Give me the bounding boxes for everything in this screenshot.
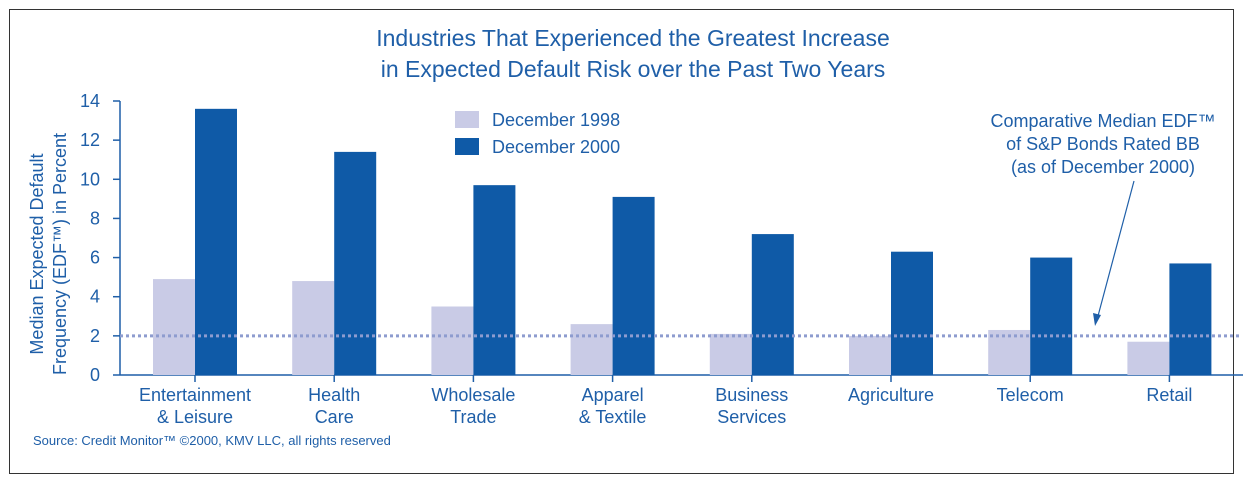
- legend-label-december-2000: December 2000: [492, 137, 620, 157]
- reference-annotation-line-1: Comparative Median EDF™: [990, 111, 1215, 131]
- bar-december-1998: [709, 333, 752, 375]
- bars: [153, 108, 1212, 375]
- bar-december-1998: [292, 281, 335, 375]
- y-axis-label-line-1: Median Expected Default: [27, 153, 47, 354]
- y-tick-label: 10: [80, 169, 100, 189]
- legend-swatch-december-1998: [455, 111, 479, 128]
- bar-december-1998: [570, 324, 613, 375]
- bar-december-2000: [1030, 257, 1073, 375]
- category-label: Trade: [450, 407, 496, 427]
- source-note: Source: Credit Monitor™ ©2000, KMV LLC, …: [33, 433, 391, 448]
- bar-december-2000: [751, 234, 794, 375]
- category-label: Entertainment: [139, 385, 251, 405]
- bar-december-1998: [849, 335, 891, 375]
- category-label: Apparel: [582, 385, 644, 405]
- bar-december-2000: [891, 251, 933, 375]
- y-axis-label: Median Expected Default Frequency (EDF™)…: [27, 133, 70, 375]
- legend: December 1998 December 2000: [455, 110, 620, 157]
- category-label: Agriculture: [848, 385, 934, 405]
- annotation-arrow-head: [1093, 313, 1101, 326]
- bar-december-2000: [195, 108, 237, 375]
- reference-annotation-line-2: of S&P Bonds Rated BB: [1006, 134, 1200, 154]
- y-axis-label-line-2: Frequency (EDF™) in Percent: [50, 133, 70, 375]
- y-tick-label: 6: [90, 248, 100, 268]
- y-tick-label: 8: [90, 208, 100, 228]
- category-label: Business: [715, 385, 788, 405]
- chart-title-line-2: in Expected Default Risk over the Past T…: [381, 56, 886, 82]
- category-label: Retail: [1146, 385, 1192, 405]
- bar-december-1998: [153, 279, 195, 375]
- y-axis-ticks: 0 2 4 6 8 10 12 14: [80, 91, 120, 385]
- category-label: Telecom: [997, 385, 1064, 405]
- bar-december-2000: [1169, 263, 1212, 375]
- bar-december-1998: [988, 329, 1031, 375]
- x-axis-ticks: [194, 375, 1171, 382]
- y-tick-label: 12: [80, 130, 100, 150]
- chart-title: Industries That Experienced the Greatest…: [376, 25, 890, 82]
- bar-december-1998: [1127, 341, 1170, 375]
- y-tick-label: 0: [90, 365, 100, 385]
- annotation-arrow-shaft: [1097, 180, 1135, 317]
- category-label: Services: [717, 407, 786, 427]
- chart-title-line-1: Industries That Experienced the Greatest…: [376, 25, 890, 51]
- category-label: & Leisure: [157, 407, 233, 427]
- reference-annotation: Comparative Median EDF™ of S&P Bonds Rat…: [990, 111, 1216, 326]
- bar-december-2000: [473, 185, 516, 375]
- category-label: Wholesale: [431, 385, 515, 405]
- bar-december-2000: [612, 196, 655, 375]
- legend-label-december-1998: December 1998: [492, 110, 620, 130]
- y-tick-label: 4: [90, 287, 100, 307]
- bar-december-2000: [334, 151, 377, 375]
- category-label: Care: [315, 407, 354, 427]
- y-tick-label: 14: [80, 91, 100, 111]
- y-tick-label: 2: [90, 326, 100, 346]
- category-label: Health: [308, 385, 360, 405]
- legend-swatch-december-2000: [455, 138, 479, 155]
- bar-december-1998: [431, 306, 474, 375]
- category-label: & Textile: [579, 407, 647, 427]
- reference-annotation-line-3: (as of December 2000): [1011, 157, 1195, 177]
